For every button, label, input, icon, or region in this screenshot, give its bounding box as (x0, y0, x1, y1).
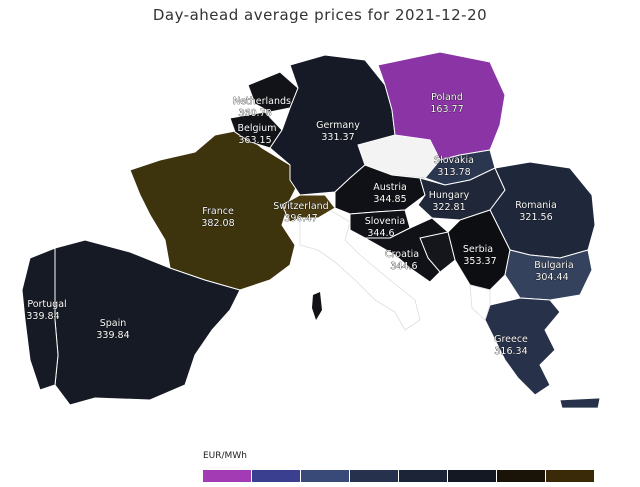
label-greece-value: 316.34 (494, 346, 527, 357)
sardinia-region (312, 328, 324, 360)
label-bulgaria-name: Bulgaria (534, 260, 573, 271)
label-croatia-value: 344.6 (390, 261, 417, 272)
label-slovenia-name: Slovenia (365, 216, 405, 227)
crete-island (559, 397, 601, 409)
label-spain-value: 339.84 (96, 330, 129, 341)
label-belgium-value: 363.15 (238, 135, 271, 146)
label-netherlands-name: Netherlands (233, 96, 291, 107)
label-germany-value: 331.37 (321, 132, 354, 143)
legend-swatch (350, 470, 399, 482)
label-slovakia-name: Slovakia (434, 155, 474, 166)
map-title: Day-ahead average prices for 2021-12-20 (152, 6, 488, 24)
country-portugal[interactable] (21, 247, 59, 391)
legend-swatch (252, 470, 301, 482)
label-serbia-value: 353.37 (463, 256, 496, 267)
corsica-region (312, 292, 322, 320)
label-austria-value: 344.85 (373, 194, 406, 205)
label-france-value: 382.08 (201, 218, 234, 229)
label-netherlands-value: 360.78 (238, 108, 271, 119)
country-greece[interactable] (484, 297, 561, 396)
label-belgium-name: Belgium (238, 123, 277, 134)
label-slovakia-value: 313.78 (437, 167, 470, 178)
country-france[interactable] (129, 129, 301, 291)
label-poland-name: Poland (431, 92, 463, 103)
label-switzerland-name: Switzerland (273, 201, 328, 212)
legend-swatch (497, 470, 546, 482)
label-france-name: France (202, 206, 234, 217)
country-croatia[interactable] (363, 217, 450, 283)
label-hungary-name: Hungary (429, 190, 470, 201)
label-germany-name: Germany (316, 120, 360, 131)
label-portugal-value: 339.84 (26, 311, 59, 322)
label-hungary-value: 322.81 (432, 202, 465, 213)
label-croatia-name: Croatia (385, 249, 419, 260)
legend-swatch (301, 470, 350, 482)
albania-region (469, 284, 491, 321)
legend-swatch (546, 470, 595, 482)
label-romania-name: Romania (515, 200, 557, 211)
label-poland-value: 163.77 (430, 104, 463, 115)
label-romania-value: 321.56 (519, 212, 552, 223)
legend-swatch (448, 470, 497, 482)
label-bulgaria-value: 304.44 (535, 272, 568, 283)
legend-swatch (399, 470, 448, 482)
legend-unit-label: EUR/MWh (203, 451, 247, 461)
label-slovenia-value: 344.6 (367, 228, 394, 239)
label-austria-name: Austria (373, 182, 407, 193)
italy-region (299, 209, 421, 331)
label-portugal-name: Portugal (27, 299, 66, 310)
label-serbia-name: Serbia (463, 244, 493, 255)
label-switzerland-value: 396.47 (284, 213, 317, 224)
label-greece-name: Greece (494, 334, 528, 345)
legend-swatch (203, 470, 252, 482)
label-spain-name: Spain (100, 318, 127, 329)
country-bulgaria[interactable] (504, 249, 593, 301)
color-scale-legend (203, 470, 595, 482)
country-switzerland[interactable] (281, 194, 336, 223)
